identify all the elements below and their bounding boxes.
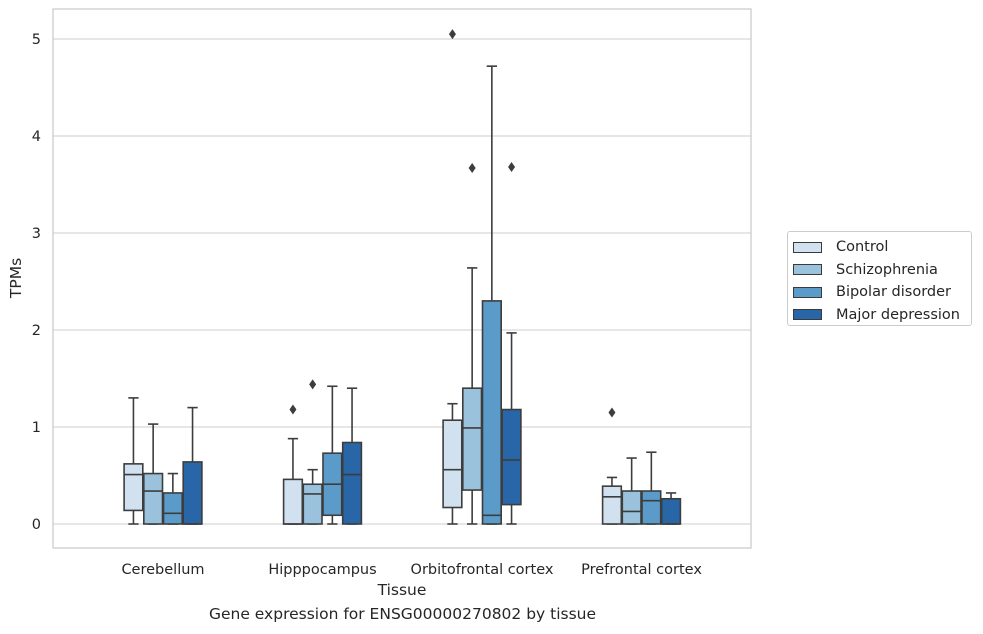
box-bipolar-disorder [641,490,662,525]
legend-swatch [793,309,822,321]
outlier-point [448,29,456,40]
box-bipolar-disorder [481,300,503,525]
legend: Control Schizophrenia Bipolar disorder Majo… [787,231,972,326]
y-tick-label: 2 [32,323,41,339]
y-tick-label: 4 [32,129,41,145]
x-axis-label: Tissue [377,581,427,599]
legend-label: Bipolar disorder [836,284,951,301]
legend-item: Bipolar disorder [793,281,971,304]
chart-caption: Gene expression for ENSG00000270802 by t… [208,605,597,623]
box-control [601,485,623,525]
box-schizophrenia [461,387,483,491]
box-control [123,463,144,512]
outlier-point [508,162,516,173]
legend-swatch [793,286,822,298]
y-axis-label: TPMs [7,258,25,299]
legend-item: Control [793,236,971,259]
box-schizophrenia [621,490,642,525]
box-schizophrenia [302,483,323,525]
outlier-point [468,163,476,174]
box-bipolar-disorder [162,492,184,525]
x-tick-label: Orbitofrontal cortex [411,562,554,578]
x-tick-label: Cerebellum [121,562,204,578]
x-tick-label: Prefrontal cortex [581,562,702,578]
x-tick-label: Hipppocampus [268,562,376,578]
y-tick-label: 0 [32,517,41,533]
legend-item: Major depression [793,304,971,327]
legend-swatch [793,264,822,276]
y-tick-label: 1 [32,420,41,436]
box-schizophrenia [143,472,164,525]
legend-label: Major depression [836,306,960,323]
legend-label: Schizophrenia [836,261,938,278]
legend-label: Control [836,239,889,256]
box-control [282,478,304,525]
outlier-point [289,404,297,415]
plot-frame [52,8,752,549]
legend-swatch [793,241,822,253]
box-major-depression [341,441,363,525]
outlier-point [608,407,616,418]
plot-area [53,9,751,548]
outlier-point [309,379,317,390]
box-major-depression [501,408,522,506]
legend-item: Schizophrenia [793,259,971,282]
box-control [442,419,463,509]
box-major-depression [660,497,682,525]
box-major-depression [182,461,203,525]
y-tick-label: 3 [32,226,41,242]
y-tick-label: 5 [32,32,41,48]
